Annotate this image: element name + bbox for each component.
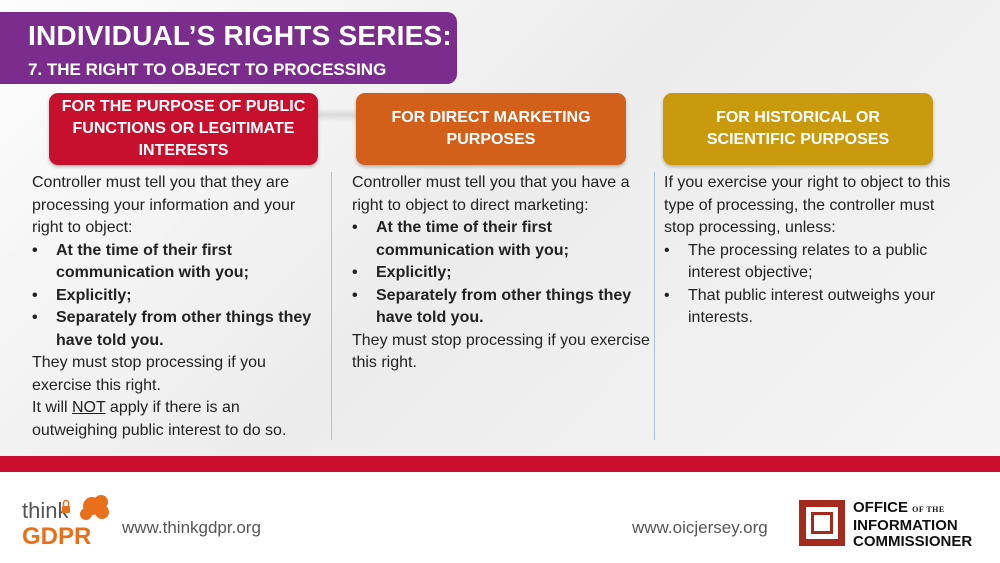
footer: think GDPR www.thinkgdpr.org www.oicjers… bbox=[0, 472, 1000, 563]
list-item: At the time of their first communication… bbox=[32, 240, 324, 285]
bullet-list: At the time of their first communication… bbox=[32, 240, 324, 353]
column-outro: They must stop processing if you exercis… bbox=[32, 354, 266, 394]
column-direct-marketing: Controller must tell you that you have a… bbox=[352, 172, 652, 375]
column-heading-historical-scientific: FOR HISTORICAL OR SCIENTIFIC PURPOSES bbox=[663, 93, 933, 165]
lock-icon bbox=[62, 499, 70, 513]
page-subtitle: 7. THE RIGHT TO OBJECT TO PROCESSING bbox=[28, 60, 387, 79]
column-intro: If you exercise your right to object to … bbox=[664, 174, 951, 236]
oic-commissioner: COMMISSIONER bbox=[853, 533, 973, 550]
column-divider bbox=[654, 172, 655, 440]
oicjersey-link[interactable]: www.oicjersey.org bbox=[632, 518, 768, 537]
oic-office: OFFICE bbox=[853, 499, 908, 516]
list-item: That public interest outweighs your inte… bbox=[664, 285, 964, 330]
note-suffix: apply if there is an outweighing public … bbox=[32, 399, 287, 439]
footer-red-bar bbox=[0, 456, 1000, 472]
oic-of-the: OF THE bbox=[912, 505, 945, 514]
column-public-functions: Controller must tell you that they are p… bbox=[32, 172, 324, 442]
title-banner: INDIVIDUAL’S RIGHTS SERIES: 7. THE RIGHT… bbox=[0, 12, 457, 84]
list-item: At the time of their first communication… bbox=[352, 217, 652, 262]
column-divider bbox=[331, 172, 332, 440]
column-heading-public-functions: FOR THE PURPOSE OF PUBLIC FUNCTIONS OR L… bbox=[49, 93, 318, 165]
oic-square-logo bbox=[799, 500, 845, 546]
speech-bubble-icon bbox=[80, 495, 109, 520]
note-emphasis: NOT bbox=[72, 399, 106, 416]
bullet-list: The processing relates to a public inter… bbox=[664, 240, 964, 330]
list-item: Explicitly; bbox=[32, 285, 324, 308]
list-item: Explicitly; bbox=[352, 262, 652, 285]
column-intro: Controller must tell you that you have a… bbox=[352, 174, 630, 214]
think-gdpr-logo[interactable]: think GDPR bbox=[22, 492, 114, 548]
oic-logo-text: OFFICE OF THE INFORMATION COMMISSIONER bbox=[853, 500, 972, 550]
column-outro: They must stop processing if you exercis… bbox=[352, 331, 650, 372]
bullet-list: At the time of their first communication… bbox=[352, 217, 652, 330]
logo-think-text: think bbox=[22, 498, 69, 523]
column-historical-scientific: If you exercise your right to object to … bbox=[664, 172, 964, 330]
list-item: Separately from other things they have t… bbox=[32, 307, 324, 352]
column-note: It will NOT apply if there is an outweig… bbox=[32, 397, 324, 442]
list-item: The processing relates to a public inter… bbox=[664, 240, 964, 285]
logo-gdpr-text: GDPR bbox=[22, 523, 91, 548]
column-intro: Controller must tell you that they are p… bbox=[32, 174, 296, 236]
column-heading-direct-marketing: FOR DIRECT MARKETING PURPOSES bbox=[356, 93, 626, 165]
page-title: INDIVIDUAL’S RIGHTS SERIES: bbox=[28, 20, 452, 51]
list-item: Separately from other things they have t… bbox=[352, 285, 652, 330]
oic-square-inner bbox=[811, 512, 833, 534]
thinkgdpr-link[interactable]: www.thinkgdpr.org bbox=[122, 518, 261, 537]
oic-information: INFORMATION bbox=[853, 517, 958, 534]
note-prefix: It will bbox=[32, 399, 72, 416]
